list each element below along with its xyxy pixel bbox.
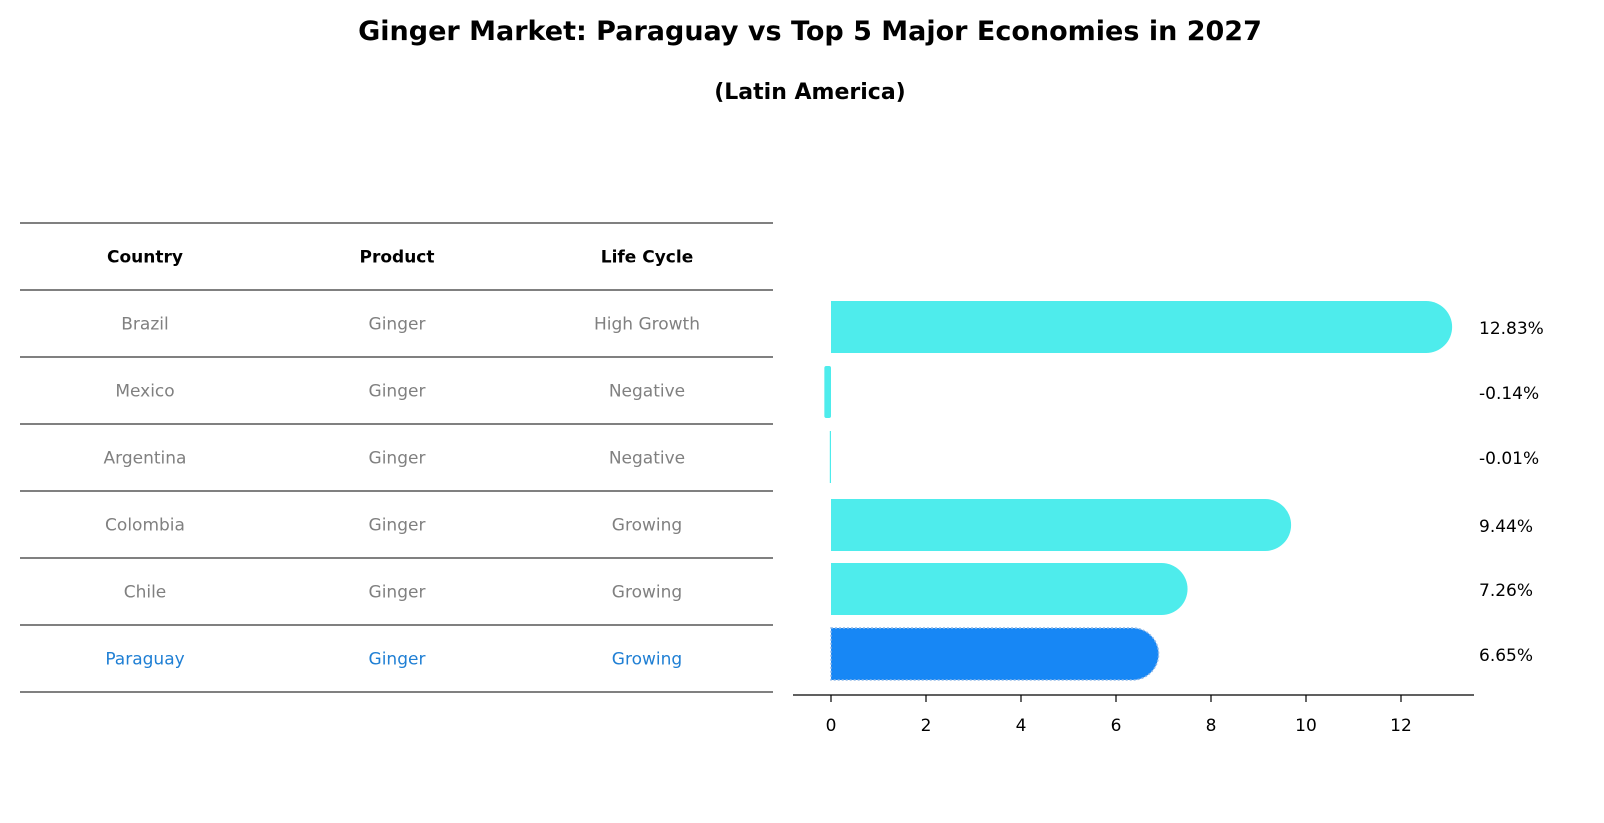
table-cell: Growing — [612, 583, 682, 603]
table-cell: Mexico — [115, 382, 174, 402]
bar-paraguay — [830, 627, 1160, 681]
x-tick-label: 2 — [921, 716, 932, 736]
row-brazil: Brazil Ginger High Growth — [121, 315, 700, 335]
table-cell: Chile — [124, 583, 167, 603]
chart-subtitle: (Latin America) — [714, 80, 906, 105]
table-cell: Negative — [609, 449, 685, 469]
data-label: -0.01% — [1479, 449, 1539, 469]
x-tick-label: 10 — [1295, 716, 1317, 736]
data-table: Country Product Life Cycle Brazil Ginger High… — [20, 222, 773, 693]
table-cell: Growing — [612, 650, 682, 670]
data-labels: 12.83% -0.14% -0.01% 9.44% 7.26% 6.65% — [1479, 319, 1544, 666]
bar-argentina — [829, 431, 831, 483]
table-cell: Argentina — [104, 449, 187, 469]
table-cell: Brazil — [121, 315, 168, 335]
data-label: 9.44% — [1479, 517, 1533, 537]
table-cell: Growing — [612, 516, 682, 536]
row-paraguay: Paraguay Ginger Growing — [105, 650, 682, 670]
table-header-cell: Product — [360, 248, 435, 268]
x-tick-label: 4 — [1016, 716, 1027, 736]
table-cell: High Growth — [594, 315, 700, 335]
data-label: -0.14% — [1479, 384, 1539, 404]
data-label: 6.65% — [1479, 646, 1533, 666]
table-cell: Ginger — [369, 449, 426, 469]
table-header-cell: Country — [107, 248, 183, 268]
table-cell: Ginger — [369, 315, 426, 335]
bar-brazil — [831, 301, 1453, 353]
bar-chile — [831, 563, 1188, 615]
row-argentina: Argentina Ginger Negative — [104, 449, 686, 469]
row-mexico: Mexico Ginger Negative — [115, 382, 685, 402]
row-colombia: Colombia Ginger Growing — [105, 516, 682, 536]
data-label: 7.26% — [1479, 581, 1533, 601]
bar-mexico — [824, 366, 831, 418]
bar-plot — [824, 301, 1453, 681]
table-cell: Paraguay — [105, 650, 184, 670]
table-header-cell: Life Cycle — [601, 248, 694, 268]
table-cell: Ginger — [369, 583, 426, 603]
bar-colombia — [831, 499, 1292, 551]
data-label: 12.83% — [1479, 319, 1544, 339]
table-cell: Ginger — [369, 650, 426, 670]
table-cell: Ginger — [369, 516, 426, 536]
table-cell: Colombia — [105, 516, 185, 536]
table-cell: Ginger — [369, 382, 426, 402]
x-tick-label: 0 — [826, 716, 837, 736]
x-tick-label: 6 — [1111, 716, 1122, 736]
x-axis: 0 2 4 6 8 10 12 — [793, 694, 1474, 736]
chart-title: Ginger Market: Paraguay vs Top 5 Major E… — [358, 16, 1262, 47]
x-tick-label: 12 — [1390, 716, 1412, 736]
row-chile: Chile Ginger Growing — [124, 583, 682, 603]
x-tick-label: 8 — [1206, 716, 1217, 736]
table-cell: Negative — [609, 382, 685, 402]
